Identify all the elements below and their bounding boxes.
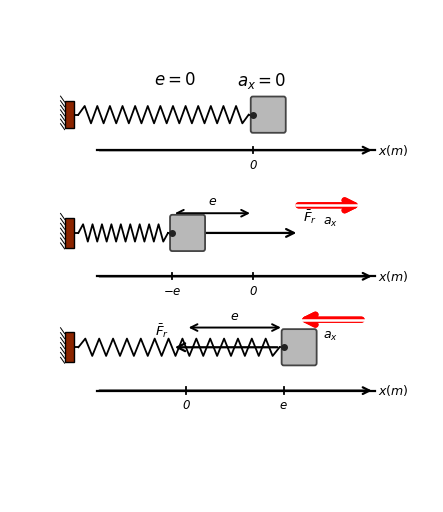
Text: $\bar{F}_r$: $\bar{F}_r$ — [303, 208, 317, 226]
Text: $a_x$: $a_x$ — [323, 216, 338, 229]
FancyBboxPatch shape — [170, 215, 205, 251]
Bar — [65, 101, 74, 129]
Text: $e$: $e$ — [230, 310, 239, 323]
Text: 0: 0 — [249, 159, 256, 172]
Text: $a_x$: $a_x$ — [323, 330, 338, 344]
Text: 0: 0 — [249, 285, 256, 298]
Text: $e=0$: $e=0$ — [155, 71, 197, 89]
Text: $x(m)$: $x(m)$ — [378, 143, 409, 158]
Text: $\bar{F}_r$: $\bar{F}_r$ — [155, 323, 169, 340]
FancyBboxPatch shape — [282, 329, 317, 366]
Text: 0: 0 — [182, 399, 190, 412]
Text: $x(m)$: $x(m)$ — [378, 269, 409, 284]
Text: $x(m)$: $x(m)$ — [378, 383, 409, 398]
FancyBboxPatch shape — [251, 97, 286, 133]
Text: $e$: $e$ — [208, 196, 217, 208]
Bar — [65, 332, 74, 362]
Text: $-e$: $-e$ — [163, 285, 181, 298]
Bar — [65, 218, 74, 248]
Text: $e$: $e$ — [280, 399, 288, 412]
Text: $a_x=0$: $a_x=0$ — [237, 71, 286, 91]
